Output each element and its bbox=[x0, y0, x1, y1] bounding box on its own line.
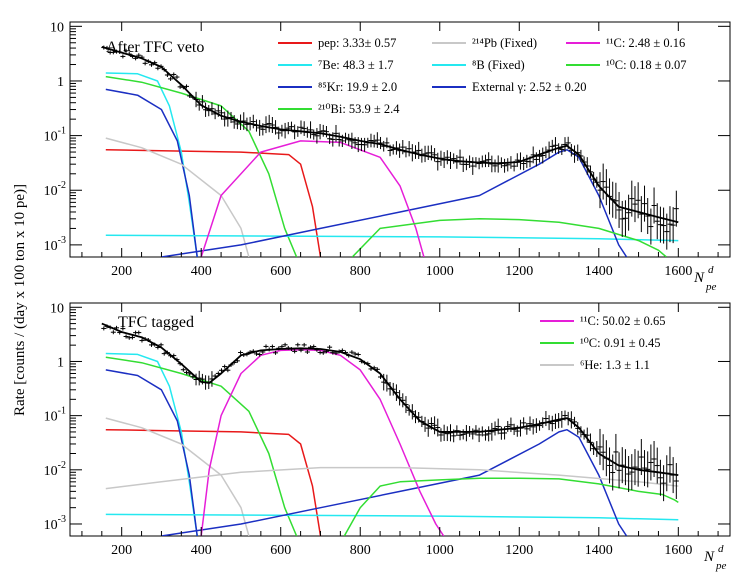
x-tick-label: 800 bbox=[350, 543, 371, 558]
x-axis-label-sub: pe bbox=[715, 560, 727, 572]
y-tick-label: 10-3 bbox=[44, 514, 66, 533]
legend-label: External γ: 2.52 ± 0.20 bbox=[472, 80, 586, 94]
x-tick-label: 1400 bbox=[585, 264, 613, 279]
x-axis-label-main: N bbox=[693, 270, 705, 286]
legend-label: ¹¹C: 2.48 ± 0.16 bbox=[606, 36, 685, 50]
legend-label: pep: 3.33± 0.57 bbox=[318, 36, 396, 50]
x-tick-label: 200 bbox=[111, 543, 132, 558]
curve-210bi bbox=[105, 75, 298, 257]
legend-item: External γ: 2.52 ± 0.20 bbox=[432, 80, 586, 94]
curve-6he bbox=[105, 466, 679, 490]
x-axis-label: N d pe bbox=[693, 264, 717, 293]
y-tick-label: 10-1 bbox=[44, 126, 66, 145]
curve-external-gamma bbox=[161, 428, 628, 536]
curve-7be bbox=[105, 352, 198, 536]
legend-item: ⁷Be: 48.3 ± 1.7 bbox=[278, 58, 393, 72]
x-tick-label: 600 bbox=[270, 543, 291, 558]
legend-item: ⁶He: 1.3 ± 1.1 bbox=[540, 358, 650, 372]
legend-item: ¹⁰C: 0.18 ± 0.07 bbox=[566, 58, 687, 72]
data-points bbox=[101, 45, 679, 250]
legend-label: ⁸⁵Kr: 19.9 ± 2.0 bbox=[318, 80, 397, 94]
y-tick-label: 10-2 bbox=[44, 460, 66, 479]
axis-ticks: 200 400 600 800 1000 1200 1400 1600 10-3 10-2 10-1… bbox=[44, 20, 730, 279]
x-tick-label: 1200 bbox=[505, 543, 533, 558]
legend-label: ⁶He: 1.3 ± 1.1 bbox=[580, 358, 650, 372]
curve-85kr bbox=[105, 369, 198, 536]
legend-item: ²¹⁰Bi: 53.9 ± 2.4 bbox=[278, 102, 400, 116]
series-curves bbox=[101, 322, 679, 536]
y-tick-label: 1 bbox=[57, 355, 64, 370]
legend-item: ⁸B (Fixed) bbox=[432, 58, 525, 72]
x-tick-label: 400 bbox=[191, 543, 212, 558]
legend-item: ¹¹C: 2.48 ± 0.16 bbox=[566, 36, 685, 50]
legend-label: ²¹⁴Pb (Fixed) bbox=[472, 36, 537, 50]
legend-label: ⁷Be: 48.3 ± 1.7 bbox=[318, 58, 393, 72]
legend-label: ¹¹C: 50.02 ± 0.65 bbox=[580, 314, 666, 328]
x-tick-label: 800 bbox=[350, 264, 371, 279]
curve-8b bbox=[105, 234, 679, 242]
curve-10c bbox=[351, 218, 667, 257]
x-tick-label: 1000 bbox=[426, 543, 454, 558]
legend: ¹¹C: 50.02 ± 0.65 ¹⁰C: 0.91 ± 0.45 ⁶He: 1.… bbox=[540, 314, 666, 372]
legend-item: ⁸⁵Kr: 19.9 ± 2.0 bbox=[278, 80, 397, 94]
x-tick-label: 1600 bbox=[664, 543, 692, 558]
curve-pep bbox=[105, 149, 322, 257]
curve-85kr bbox=[105, 88, 198, 257]
curve-8b bbox=[105, 513, 679, 521]
x-tick-label: 200 bbox=[111, 264, 132, 279]
curve-10c bbox=[343, 477, 679, 536]
curve-11c bbox=[200, 348, 445, 536]
x-tick-label: 400 bbox=[191, 264, 212, 279]
y-tick-label: 1 bbox=[57, 75, 64, 90]
y-tick-label: 10 bbox=[50, 301, 64, 316]
curve-pep bbox=[105, 428, 322, 536]
legend: pep: 3.33± 0.57 ⁷Be: 48.3 ± 1.7 ⁸⁵Kr: 19.9… bbox=[278, 36, 687, 116]
x-tick-label: 1200 bbox=[505, 264, 533, 279]
curve-external-gamma bbox=[161, 149, 628, 257]
x-axis-label-sup: d bbox=[718, 543, 724, 555]
panel-title: TFC tagged bbox=[118, 314, 194, 331]
series-curves bbox=[101, 46, 679, 257]
x-tick-label: 1600 bbox=[664, 264, 692, 279]
curve-214pb bbox=[105, 417, 250, 536]
axis-ticks: 200 400 600 800 1000 1200 1400 1600 10-3 10-2 10-1… bbox=[44, 301, 730, 558]
y-axis-label: Rate [counts / (day x 100 ton x 10 pe)] bbox=[12, 184, 28, 416]
x-axis-label-sub: pe bbox=[705, 281, 717, 293]
curve-210bi bbox=[105, 356, 298, 536]
y-tick-label: 10-3 bbox=[44, 235, 66, 254]
x-axis-label-sup: d bbox=[708, 264, 714, 276]
curve-11c bbox=[200, 140, 425, 257]
curve-214pb bbox=[105, 137, 250, 257]
legend-item: ¹¹C: 50.02 ± 0.65 bbox=[540, 314, 666, 328]
legend-label: ¹⁰C: 0.18 ± 0.07 bbox=[606, 58, 687, 72]
x-axis-label-main: N bbox=[703, 549, 715, 565]
legend-item: ¹⁰C: 0.91 ± 0.45 bbox=[540, 336, 661, 350]
y-tick-label: 10 bbox=[50, 20, 64, 35]
panel-tfc-tagged: TFC tagged 200 400 600 800 1000 1200 1400 1600 1… bbox=[44, 301, 731, 572]
legend-label: ²¹⁰Bi: 53.9 ± 2.4 bbox=[318, 102, 400, 116]
legend-label: ¹⁰C: 0.91 ± 0.45 bbox=[580, 336, 661, 350]
y-tick-label: 10-1 bbox=[44, 406, 66, 425]
legend-label: ⁸B (Fixed) bbox=[472, 58, 525, 72]
panel-title: After TFC veto bbox=[106, 39, 204, 56]
y-tick-label: 10-2 bbox=[44, 180, 66, 199]
legend-item: ²¹⁴Pb (Fixed) bbox=[432, 36, 537, 50]
panel-after-tfc-veto: After TFC veto 200 400 600 800 1000 1200 1400 1… bbox=[44, 20, 731, 293]
x-axis-label: N d pe bbox=[703, 543, 727, 572]
x-tick-label: 1400 bbox=[585, 543, 613, 558]
x-tick-label: 600 bbox=[270, 264, 291, 279]
data-points bbox=[101, 324, 679, 502]
legend-item: pep: 3.33± 0.57 bbox=[278, 36, 396, 50]
curve-7be bbox=[105, 72, 198, 257]
x-tick-label: 1000 bbox=[426, 264, 454, 279]
